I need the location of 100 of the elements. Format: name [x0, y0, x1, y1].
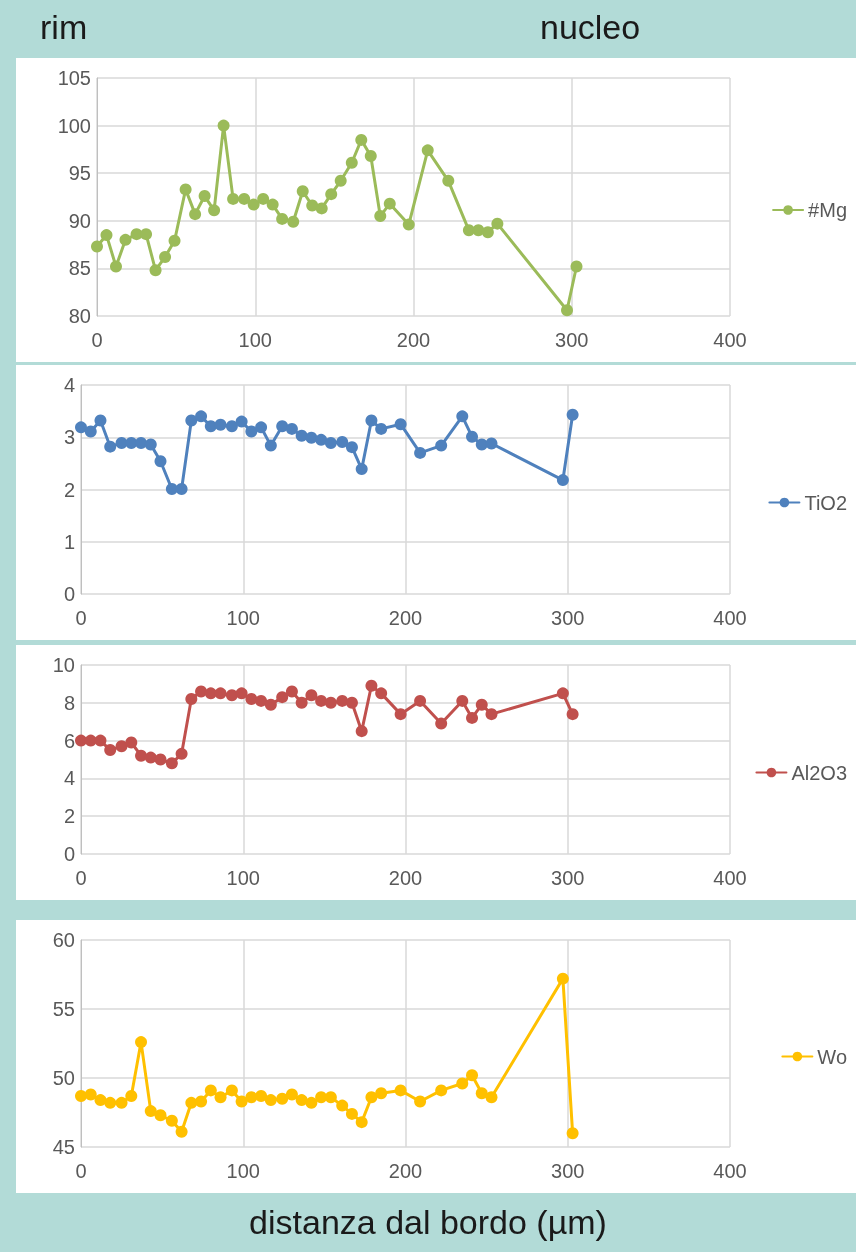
point [285, 685, 298, 698]
point [435, 717, 448, 730]
point [566, 708, 579, 721]
point [355, 463, 368, 476]
legend-label: Al2O3 [791, 761, 848, 784]
point [175, 1125, 188, 1138]
point [456, 410, 469, 423]
y-tick-label: 0 [63, 583, 75, 605]
point [355, 133, 368, 146]
point [168, 234, 181, 247]
point [204, 1084, 217, 1097]
point [94, 1094, 107, 1107]
y-tick-label: 4 [63, 767, 75, 790]
point [295, 696, 308, 709]
y-tick-label: 3 [63, 426, 75, 449]
point [481, 226, 494, 239]
point [355, 725, 368, 738]
point [414, 694, 427, 707]
x-tick-label: 300 [555, 329, 589, 351]
point [442, 174, 455, 187]
point [364, 150, 377, 163]
x-tick-label: 100 [226, 1160, 260, 1182]
x-tick-label: 300 [551, 867, 585, 889]
point [472, 224, 485, 237]
point [175, 747, 188, 760]
point [315, 694, 328, 707]
point [345, 1107, 358, 1120]
point [375, 1087, 388, 1100]
point [276, 1092, 289, 1105]
point [324, 696, 337, 709]
point [245, 425, 258, 438]
point [245, 1091, 258, 1104]
point [144, 751, 157, 764]
point [305, 689, 318, 702]
point [556, 474, 569, 487]
point [475, 698, 488, 711]
legend-label: #Mg [808, 199, 847, 221]
point [456, 694, 469, 707]
point [257, 192, 270, 205]
point [185, 414, 198, 427]
point [287, 215, 300, 228]
x-tick-label: 200 [388, 1160, 423, 1182]
point [165, 482, 178, 495]
y-tick-label: 95 [68, 162, 91, 185]
point [402, 218, 415, 231]
point [485, 708, 498, 721]
point [189, 208, 202, 221]
point [225, 1084, 238, 1097]
legend-label: Wo [817, 1045, 847, 1068]
point [485, 437, 498, 450]
point [247, 198, 260, 211]
point [345, 156, 358, 169]
point [336, 435, 349, 448]
point [276, 420, 289, 433]
point [383, 197, 396, 210]
x-tick-label: 100 [226, 607, 260, 629]
y-tick-label: 6 [63, 729, 75, 752]
point [154, 753, 167, 766]
point [556, 972, 569, 985]
point [165, 1114, 178, 1127]
point [94, 414, 107, 427]
point [375, 687, 388, 700]
y-tick-label: 60 [52, 929, 75, 951]
x-tick-label: 100 [238, 329, 272, 351]
y-tick-label: 100 [57, 114, 91, 137]
point [144, 438, 157, 451]
point [198, 190, 211, 203]
point [227, 192, 240, 205]
point [214, 418, 227, 431]
x-tick-label: 200 [388, 867, 423, 889]
text: rim [40, 8, 88, 47]
point [421, 144, 434, 157]
point [466, 430, 479, 443]
y-tick-label: 8 [63, 691, 75, 714]
point [324, 437, 337, 449]
x-tick-label: 400 [713, 329, 747, 351]
point [225, 689, 238, 702]
point [165, 757, 178, 770]
y-tick-label: 1 [63, 530, 75, 553]
point [235, 687, 248, 700]
point [285, 422, 298, 435]
x-tick-label: 200 [388, 607, 423, 629]
point [414, 1095, 427, 1108]
x-tick-label: 300 [551, 1160, 585, 1182]
text: nucleo [540, 8, 641, 47]
point [204, 687, 217, 700]
point [135, 1036, 148, 1049]
point [100, 229, 113, 242]
point [195, 410, 208, 423]
point [375, 422, 388, 435]
point [255, 1089, 268, 1102]
point [296, 185, 309, 198]
point [208, 204, 221, 217]
y-tick-label: 50 [52, 1067, 75, 1089]
point [485, 1091, 498, 1104]
point [276, 691, 289, 704]
point [255, 694, 268, 707]
point [295, 1094, 308, 1107]
point [305, 431, 318, 444]
point [570, 260, 583, 273]
